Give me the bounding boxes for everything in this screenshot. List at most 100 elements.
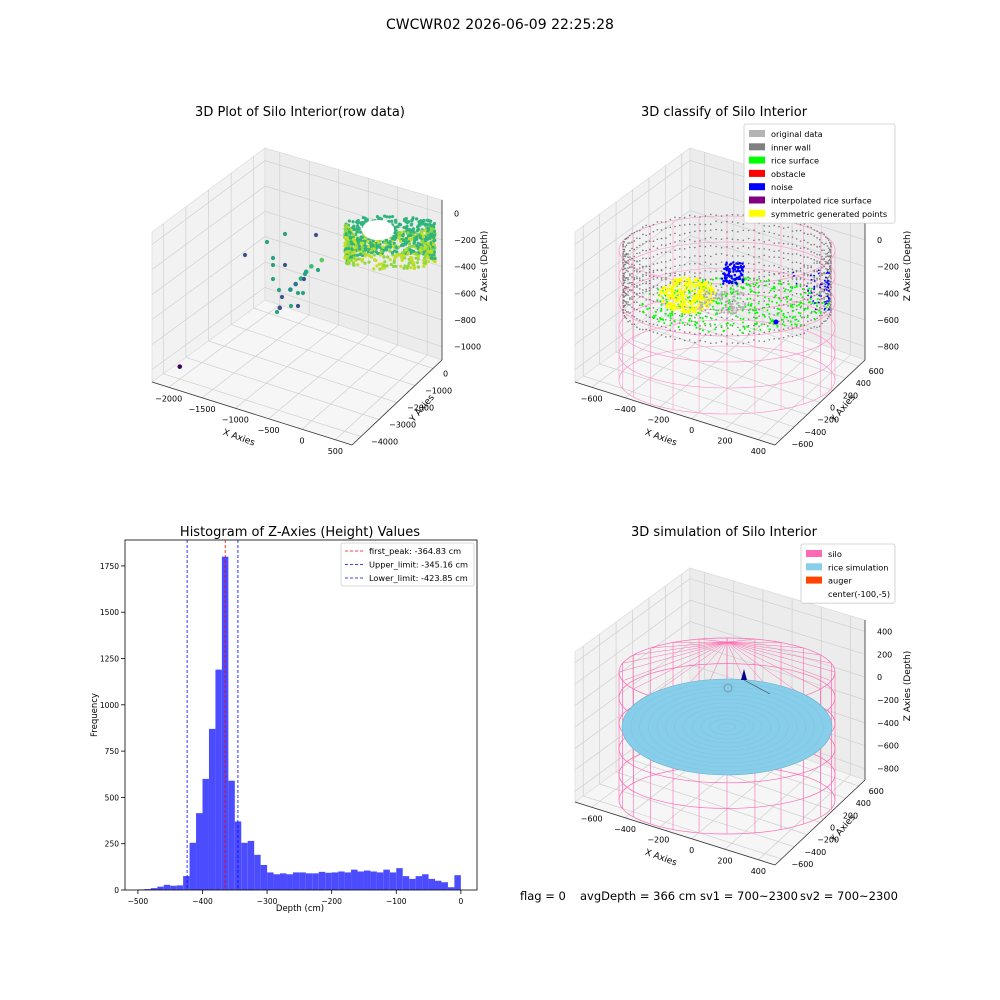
classify-3d-wall-point [791, 278, 794, 280]
classify-3d-noise-point [817, 269, 820, 272]
classify-3d-wall-point [753, 324, 755, 327]
classify-3d-rice-point [768, 328, 771, 331]
classify-3d-wall-point [763, 291, 766, 294]
classify-3d-rice-point [789, 286, 792, 289]
classify-3d-wall-point [823, 320, 825, 323]
classify-3d-wall-point [709, 223, 712, 226]
classify-3d-noise-point [828, 308, 830, 311]
classify-3d-wall-point [629, 274, 631, 277]
raw-3d-cloud-point [350, 247, 354, 251]
classify-3d-rice-point [663, 322, 666, 325]
simulation-3d-ztick-label: −600 [877, 742, 899, 751]
raw-3d-cloud-point [352, 250, 356, 254]
classify-3d-wall-point [813, 278, 816, 281]
classify-3d-original-point [724, 290, 727, 293]
classify-3d-symmetric-point [662, 286, 666, 290]
simulation-3d-x-axis-line [574, 801, 776, 866]
classify-3d-noise-point [827, 298, 830, 300]
classify-3d-rice-point [799, 284, 802, 287]
classify-3d-wall-point [742, 245, 745, 248]
classify-3d-wall-point [660, 268, 663, 271]
simulation-3d-xlabel: X Axies [643, 848, 678, 869]
classify-3d-wall-point [683, 232, 686, 235]
classify-3d-rice-point [742, 317, 745, 320]
classify-3d-rice-point [746, 298, 749, 301]
raw-3d-cloud-point [369, 255, 374, 259]
classify-3d-rice-point [761, 307, 764, 310]
classify-3d-ytick-label: −600 [791, 440, 813, 449]
histogram-bar [318, 871, 326, 890]
classify-3d-symmetric-point [673, 305, 677, 308]
classify-3d-original-point [735, 289, 738, 293]
histogram-legend-entry: Lower_limit: -423.85 cm [369, 573, 468, 583]
classify-3d-ztick-label: −200 [877, 263, 899, 272]
classify-3d-wall-point [726, 214, 728, 216]
classify-3d-wall-point [704, 269, 707, 272]
classify-3d-rice-point [757, 291, 760, 294]
histogram-ytick-label: 250 [105, 840, 120, 849]
classify-3d-wall-point [674, 232, 676, 235]
classify-3d-wall-point [715, 253, 717, 256]
classify-3d-noise-point [733, 263, 736, 267]
classify-3d-wall-point [669, 335, 672, 338]
classify-3d-wall-point [782, 296, 785, 299]
classify-3d-original-point [723, 292, 726, 296]
classify-3d-rice-point [714, 328, 717, 331]
classify-3d-original-point [707, 299, 710, 302]
classify-3d-wall-point [830, 300, 832, 303]
classify-3d-symmetric-point [706, 302, 709, 305]
classify-3d-wall-point [720, 270, 723, 273]
classify-3d-wall-point [645, 265, 647, 268]
classify-3d-wall-point [768, 300, 771, 302]
classify-3d-symmetric-point [694, 294, 697, 298]
classify-3d-noise-point [810, 296, 812, 299]
classify-3d-wall-point [753, 277, 755, 280]
raw-3d-cloud-point [423, 241, 427, 245]
classify-3d-wall-point [816, 286, 818, 288]
classify-3d-wall-point [778, 272, 780, 275]
classify-3d-wall-point [813, 291, 816, 294]
classify-3d-noise-point [734, 265, 737, 269]
classify-3d-wall-point [631, 241, 633, 244]
raw-3d-ytick-label: −2000 [407, 404, 434, 413]
classify-3d-wall-point [758, 333, 760, 335]
classify-3d-wall-point [803, 232, 806, 234]
raw-3d-cloud-point [406, 251, 411, 255]
classify-3d-wall-point [803, 274, 806, 276]
classify-3d-original-point [707, 311, 710, 314]
classify-3d-wall-point [787, 270, 789, 273]
raw-3d-xtick-label: −1500 [188, 405, 215, 414]
classify-3d-noise-point [741, 269, 745, 272]
classify-3d-wall-point [709, 334, 712, 336]
simulation-3d-rice-mesh-ring [683, 706, 771, 748]
classify-3d-wall-point [704, 315, 707, 318]
classify-3d-wall-point [787, 320, 789, 322]
raw-3d-cloud-point [395, 254, 399, 258]
raw-3d-cloud-point [404, 236, 409, 240]
classify-3d-wall-point [652, 263, 655, 265]
raw-3d-cloud-point [425, 247, 429, 251]
histogram-bar [292, 872, 300, 890]
classify-3d-wall-point [799, 254, 802, 257]
raw-3d-cloud-point [347, 261, 351, 265]
simulation-3d-rice-mesh-ring [656, 694, 798, 760]
classify-3d-rice-point [784, 288, 787, 291]
classify-3d-original-point [703, 301, 706, 305]
classify-3d-wall-point [631, 289, 633, 291]
classify-3d-wall-point [688, 256, 691, 259]
classify-3d-wall-point [694, 246, 696, 249]
classify-3d-rice-point [757, 302, 760, 305]
classify-3d-symmetric-point [692, 302, 695, 306]
simulation-3d-legend-entry: center(-100,-5) [828, 589, 890, 599]
histogram-legend-frame [340, 542, 475, 587]
classify-3d-wall-point [791, 286, 794, 288]
histogram-bar [325, 872, 332, 890]
classify-3d-wall-point [807, 248, 809, 250]
classify-3d-original-point [718, 293, 721, 296]
classify-3d-wall-point [652, 307, 655, 309]
classify-3d-wall-point [669, 281, 672, 283]
classify-3d-rice-point [789, 289, 792, 292]
simulation-3d-xtick-label: −400 [614, 825, 636, 834]
classify-3d-wall-point [627, 253, 629, 255]
